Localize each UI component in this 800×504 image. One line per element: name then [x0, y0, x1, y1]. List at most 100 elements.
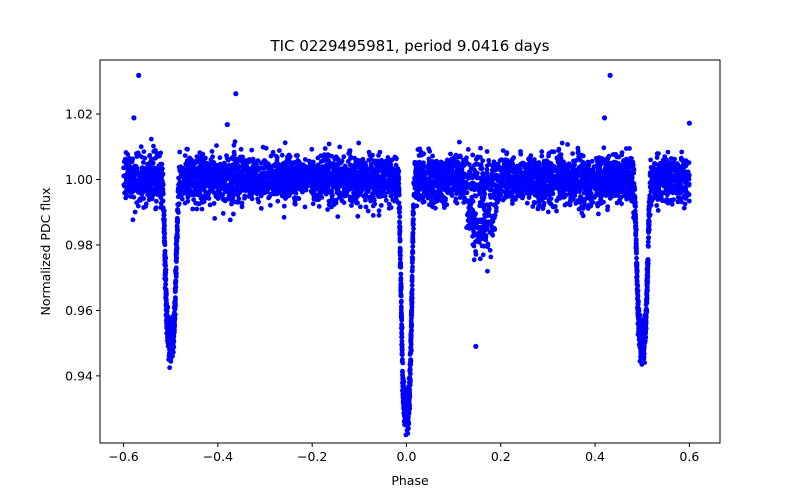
data-point: [206, 180, 212, 186]
data-point: [430, 167, 436, 173]
data-point: [138, 144, 144, 150]
data-point: [426, 186, 432, 192]
data-point: [309, 146, 315, 152]
data-point: [558, 152, 564, 158]
data-point: [679, 149, 685, 155]
data-point: [322, 155, 328, 161]
data-point: [303, 164, 309, 170]
data-point: [571, 187, 577, 193]
data-point: [224, 155, 230, 161]
data-point: [574, 179, 579, 185]
data-point: [667, 160, 673, 166]
data-point: [497, 174, 503, 179]
data-point: [434, 173, 440, 179]
data-point: [652, 161, 658, 167]
data-point: [659, 198, 665, 204]
data-point: [135, 203, 141, 209]
data-point: [472, 162, 477, 168]
data-point: [559, 188, 565, 194]
data-point: [239, 200, 245, 206]
data-point: [527, 159, 533, 165]
data-point: [335, 162, 341, 168]
data-point: [605, 204, 611, 210]
data-point: [211, 167, 217, 172]
data-point: [368, 198, 373, 204]
data-point: [198, 158, 204, 164]
data-point: [151, 143, 156, 149]
data-point: [246, 188, 251, 193]
data-point: [469, 166, 475, 172]
data-point: [455, 172, 461, 178]
data-point: [202, 196, 208, 201]
data-point: [672, 163, 678, 169]
data-point: [477, 191, 483, 197]
data-point: [470, 175, 475, 181]
data-point: [210, 179, 216, 185]
data-point: [368, 181, 373, 187]
data-point: [342, 181, 348, 186]
data-point: [664, 197, 669, 202]
data-point: [567, 191, 573, 197]
data-point: [556, 167, 561, 173]
data-point: [612, 169, 618, 175]
data-point: [382, 164, 388, 170]
data-point: [470, 242, 476, 248]
data-point: [347, 148, 353, 154]
data-point: [270, 149, 276, 155]
data-point: [197, 187, 203, 192]
data-point: [388, 162, 394, 167]
data-point: [156, 186, 162, 192]
data-point: [350, 195, 355, 201]
data-point: [187, 178, 192, 184]
data-point: [316, 197, 321, 202]
data-point: [249, 147, 255, 153]
data-point: [139, 182, 144, 188]
data-point: [656, 188, 662, 194]
data-point: [669, 201, 675, 207]
data-point: [376, 212, 382, 218]
data-point: [457, 153, 463, 159]
data-point: [196, 167, 202, 172]
data-point: [291, 168, 297, 174]
data-point: [217, 155, 223, 161]
data-point: [303, 184, 309, 189]
data-point: [214, 143, 219, 149]
data-point: [434, 158, 439, 164]
data-point: [654, 155, 660, 160]
data-point: [337, 144, 343, 150]
data-point: [606, 153, 612, 159]
data-point: [222, 186, 227, 192]
data-point: [182, 200, 188, 206]
data-point: [194, 206, 200, 212]
data-point: [452, 156, 458, 162]
data-point: [487, 219, 493, 225]
data-point: [275, 198, 281, 204]
data-point: [329, 193, 335, 199]
data-point: [649, 179, 655, 185]
data-point: [356, 140, 362, 146]
data-point: [575, 145, 581, 151]
data-point: [511, 184, 517, 190]
data-point: [332, 156, 338, 162]
data-point: [155, 190, 161, 196]
data-point: [485, 268, 490, 274]
data-point: [240, 182, 246, 188]
data-point: [477, 256, 483, 262]
data-point: [448, 189, 454, 195]
data-point: [220, 211, 226, 216]
data-point: [611, 164, 617, 169]
data-point: [125, 152, 131, 157]
data-point: [619, 166, 625, 172]
data-point: [293, 153, 299, 159]
chart-title: TIC 0229495981, period 9.0416 days: [269, 37, 549, 55]
data-point: [503, 168, 509, 174]
data-point: [184, 185, 189, 191]
data-point: [476, 185, 482, 190]
data-point: [313, 184, 319, 190]
data-point: [639, 362, 645, 367]
data-point: [363, 191, 369, 197]
data-point: [520, 195, 525, 201]
data-point: [261, 165, 267, 171]
data-point: [459, 161, 464, 167]
